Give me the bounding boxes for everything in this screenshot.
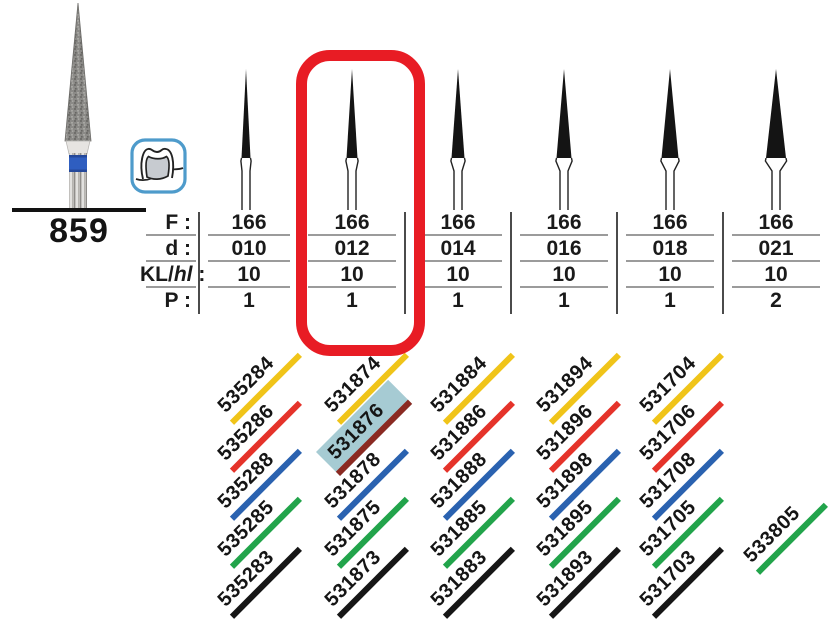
spec-table: F : 166 166 166 166 166 166 d : 010 012 … — [140, 210, 835, 314]
bur-silhouette-016 — [544, 68, 584, 210]
spec-kl-col5: 10 — [617, 262, 723, 288]
spec-d-col3: 014 — [405, 236, 511, 262]
figure-number: 859 — [49, 212, 109, 250]
spec-d-col5: 018 — [617, 236, 723, 262]
spec-p-col6: 2 — [770, 289, 782, 312]
spec-p-col3: 1 — [452, 289, 464, 312]
table-separator — [616, 212, 618, 314]
table-separator — [404, 212, 406, 314]
row-label-f: F : — [140, 210, 199, 236]
spec-f-col3: 166 — [405, 210, 511, 236]
spec-p-col4: 1 — [558, 289, 570, 312]
spec-d-col1: 010 — [199, 236, 299, 262]
spec-p-col2: 1 — [346, 289, 358, 312]
spec-d-col6: 021 — [723, 236, 829, 262]
spec-f-col1: 166 — [199, 210, 299, 236]
spec-f-col5: 166 — [617, 210, 723, 236]
row-label-p: P : — [164, 289, 191, 312]
spec-kl-col1: 10 — [199, 262, 299, 288]
spec-kl-col4: 10 — [511, 262, 617, 288]
bur-silhouette-010 — [226, 68, 266, 210]
spec-kl-col6: 10 — [723, 262, 829, 288]
figure-baseline — [12, 208, 146, 212]
spec-p-col1: 1 — [243, 289, 255, 312]
spec-p-col5: 1 — [664, 289, 676, 312]
product-photo — [8, 0, 148, 212]
spec-f-col4: 166 — [511, 210, 617, 236]
highlight-ring — [296, 50, 425, 356]
bur-silhouette-021 — [756, 68, 796, 210]
spec-kl-col2: 10 — [299, 262, 405, 288]
row-label-d: d : — [140, 236, 199, 262]
bur-silhouette-018 — [650, 68, 690, 210]
bur-silhouette-012 — [332, 68, 372, 210]
spec-f-col6: 166 — [723, 210, 829, 236]
spec-d-col4: 016 — [511, 236, 617, 262]
table-separator — [198, 212, 200, 314]
bur-silhouette-014 — [438, 68, 478, 210]
spec-f-col2: 166 — [299, 210, 405, 236]
spec-d-col2: 012 — [299, 236, 405, 262]
bur-photo-illustration — [64, 2, 92, 210]
table-separator — [510, 212, 512, 314]
row-label-kl-hl: KL/hl : — [140, 263, 206, 288]
spec-kl-col3: 10 — [405, 262, 511, 288]
table-separator — [722, 212, 724, 314]
crown-prep-icon — [130, 138, 187, 199]
